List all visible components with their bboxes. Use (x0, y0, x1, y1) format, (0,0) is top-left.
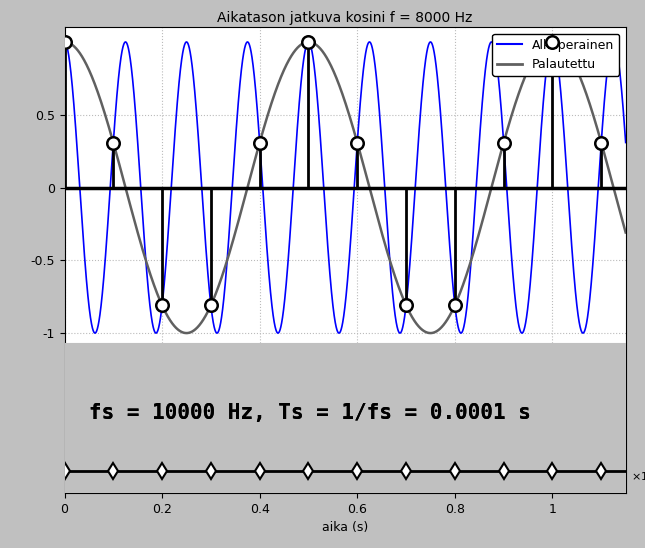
Text: fs = 10000 Hz, Ts = 1/fs = 0.0001 s: fs = 10000 Hz, Ts = 1/fs = 0.0001 s (89, 403, 531, 423)
X-axis label: aika (s): aika (s) (322, 522, 368, 534)
Title: Aikatason jatkuva kosini f = 8000 Hz: Aikatason jatkuva kosini f = 8000 Hz (217, 11, 473, 25)
Text: fs = 10000 Hz, Ts = 1/fs = 0.0001 s: fs = 10000 Hz, Ts = 1/fs = 0.0001 s (89, 403, 531, 423)
Legend: Alkuperainen, Palautettu: Alkuperainen, Palautettu (492, 33, 619, 76)
Bar (64, 347, 626, 493)
Text: $\times 10^{-3}$: $\times 10^{-3}$ (631, 467, 645, 484)
